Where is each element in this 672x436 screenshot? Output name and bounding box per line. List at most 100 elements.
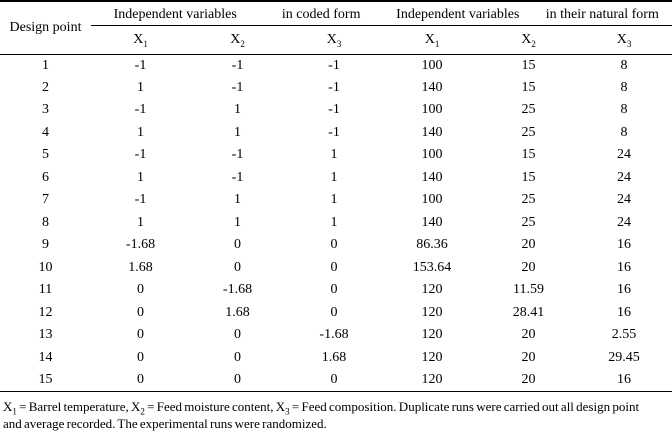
group-header-natural: Independent variables in their natural f… (383, 1, 672, 26)
table-cell: -1.68 (319, 327, 349, 343)
table-row: 13 0 0 -1.68 120 20 2.55 (0, 324, 672, 347)
footnote-part: X1 = Barrel temperature, (3, 399, 132, 417)
table-row: 5 -1 -1 1 100 15 24 (0, 144, 672, 167)
table-cell: 0 (234, 372, 241, 387)
table-cell: 7 (42, 192, 49, 208)
table-cell: 16 (617, 304, 632, 320)
table-cell: -1 (231, 147, 244, 163)
table-cell: 2.55 (611, 327, 637, 343)
table-cell: 15 (521, 147, 536, 163)
table-cell: 15 (38, 372, 53, 387)
table-cell: 16 (617, 372, 632, 387)
table-cell: -1 (231, 79, 244, 95)
table-cell: 0 (234, 349, 241, 365)
table-cell: 120 (421, 282, 443, 298)
table-cell: -1 (328, 102, 340, 118)
table-cell: 1.68 (321, 349, 347, 365)
table-cell: 24 (617, 169, 632, 185)
table-row: 12 0 1.68 0 120 28.41 16 (0, 302, 672, 325)
table-row: 6 1 -1 1 140 15 24 (0, 167, 672, 190)
table-cell: 14 (38, 349, 53, 365)
table-cell: 100 (421, 192, 443, 208)
table-body: 1 -1 -1 -1 100 15 8 2 1 -1 -1 140 15 8 3 -1 1 -1 100 25 8 … (0, 54, 672, 392)
table-cell: 100 (421, 57, 443, 73)
group-header-natural-right: in their natural form (545, 6, 659, 22)
table-cell: 25 (521, 124, 536, 140)
table-cell: 8 (42, 214, 49, 230)
table-cell: 24 (617, 214, 632, 230)
table-cell: 120 (421, 304, 443, 320)
footnote-part: X2 = Feed moisture content, (131, 399, 276, 417)
table-cell: 20 (521, 372, 536, 387)
table-row: 4 1 1 -1 140 25 8 (0, 122, 672, 145)
table-cell: 1.68 (225, 304, 250, 320)
table-cell: 0 (330, 237, 338, 253)
table-cell: 1 (330, 169, 338, 185)
table-cell: 100 (421, 147, 443, 163)
group-header-coded: Independent variables in coded form (91, 1, 384, 26)
table-cell: 1 (137, 124, 144, 140)
design-point-header: Design point (0, 1, 91, 55)
table-cell: 12 (38, 304, 53, 320)
table-cell: 4 (42, 124, 49, 140)
table-cell: 0 (234, 237, 241, 253)
table-cell: 16 (617, 282, 632, 298)
table-cell: 86.36 (416, 237, 448, 253)
table-cell: 1 (234, 192, 241, 208)
table-cell: 8 (620, 124, 628, 140)
table-cell: 0 (330, 282, 338, 298)
table-cell: 29.45 (608, 349, 640, 365)
column-header-natural-x3: X3 (576, 25, 672, 55)
table-cell: 153.64 (412, 259, 452, 275)
table-row: 11 0 -1.68 0 120 11.59 16 (0, 279, 672, 302)
table-cell: 0 (330, 304, 338, 320)
table-cell: 1 (137, 79, 144, 95)
table-cell: 1.68 (128, 259, 153, 275)
column-header-natural-x2: X2 (481, 25, 577, 55)
table-cell: 0 (137, 349, 144, 365)
table-cell: -1 (134, 57, 147, 73)
footnote-line-1: X1 = Barrel temperature, X2 = Feed moist… (3, 398, 669, 417)
table-cell: -1 (231, 169, 244, 185)
table-cell: 0 (330, 259, 338, 275)
table-cell: 1 (234, 214, 241, 230)
table-cell: -1 (134, 192, 147, 208)
column-header-coded-x2: X2 (190, 25, 285, 55)
table-cell: 24 (617, 192, 632, 208)
table-cell: 120 (421, 372, 443, 387)
table-row: 7 -1 1 1 100 25 24 (0, 189, 672, 212)
table-cell: 16 (617, 259, 632, 275)
group-header-coded-left: Independent variables (113, 6, 237, 22)
column-header-coded-x3: X3 (285, 25, 384, 55)
table-cell: 120 (421, 327, 443, 343)
table-row: 14 0 0 1.68 120 20 29.45 (0, 347, 672, 370)
table-cell: 24 (617, 147, 632, 163)
group-header-natural-left: Independent variables (396, 6, 520, 22)
table-cell: 8 (620, 79, 628, 95)
table-cell: 0 (234, 259, 241, 275)
table-cell: 0 (330, 372, 338, 387)
table-cell: 0 (137, 304, 144, 320)
table-row: 2 1 -1 -1 140 15 8 (0, 77, 672, 100)
table-header: Design point Independent variables in co… (0, 1, 672, 55)
table-row: 3 -1 1 -1 100 25 8 (0, 99, 672, 122)
table-cell: 0 (137, 372, 144, 387)
table-cell: 25 (521, 214, 536, 230)
table-cell: 11 (38, 282, 53, 298)
table-cell: 1 (330, 214, 338, 230)
table-cell: 0 (234, 327, 241, 343)
table-cell: -1.68 (125, 237, 156, 253)
column-header-coded-x1: X1 (91, 25, 190, 55)
table-cell: 25 (521, 192, 536, 208)
table-cell: 100 (421, 102, 443, 118)
table-cell: 1 (137, 169, 144, 185)
table-cell: 6 (42, 169, 49, 185)
table-cell: -1 (134, 102, 147, 118)
table-cell: -1 (231, 57, 244, 73)
variable-header-row: X1 X2 X3 X1 X2 X3 (0, 25, 672, 55)
table-cell: 15 (521, 79, 536, 95)
table-cell: 1 (330, 192, 338, 208)
table-cell: 20 (521, 327, 536, 343)
table-cell: 25 (521, 102, 536, 118)
table-cell: -1 (328, 79, 340, 95)
